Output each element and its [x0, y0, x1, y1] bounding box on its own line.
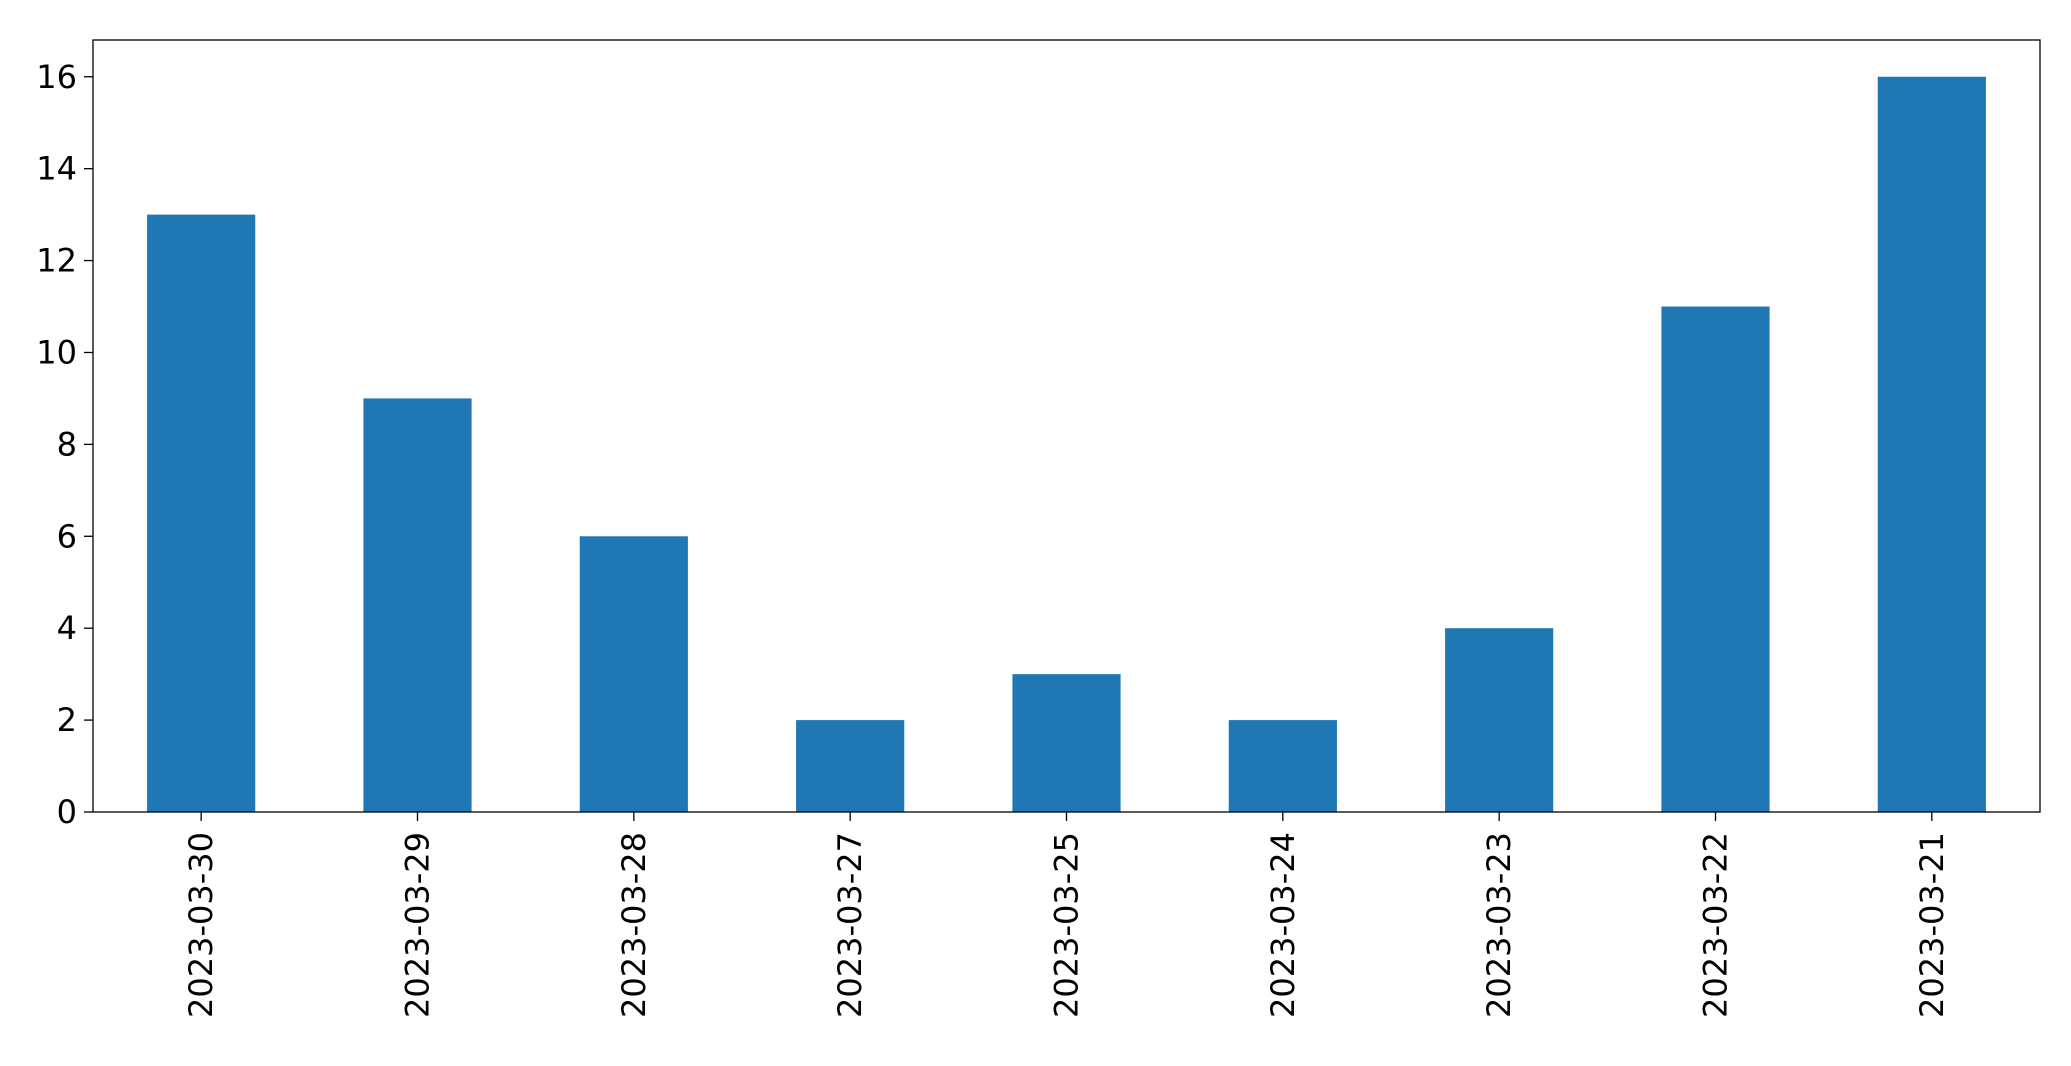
- x-tick-label: 2023-03-24: [1264, 832, 1302, 1018]
- bar-2023-03-21: [1877, 76, 1986, 812]
- bar-2023-03-22: [1661, 306, 1770, 812]
- y-tick-label: 0: [57, 793, 77, 831]
- bar-2023-03-25: [1012, 674, 1121, 812]
- x-tick-label: 2023-03-23: [1480, 832, 1518, 1018]
- x-tick-label: 2023-03-29: [399, 832, 437, 1018]
- x-tick-label: 2023-03-27: [831, 832, 869, 1018]
- plot-frame: [92, 39, 2041, 813]
- x-tick-label: 2023-03-25: [1048, 832, 1086, 1018]
- y-tick-label: 12: [36, 242, 77, 280]
- y-tick-label: 8: [57, 425, 77, 463]
- y-tick-label: 14: [36, 150, 77, 188]
- bar-2023-03-27: [796, 720, 905, 812]
- y-tick-label: 10: [36, 333, 77, 371]
- bar-2023-03-28: [579, 536, 688, 812]
- bar-2023-03-24: [1228, 720, 1337, 812]
- y-tick-label: 16: [36, 58, 77, 96]
- x-tick-label: 2023-03-28: [615, 832, 653, 1018]
- x-axis: 2023-03-30 2023-03-29 2023-03-28 2023-03-27…: [182, 812, 1951, 1018]
- y-tick-label: 2: [57, 701, 77, 739]
- bar-2023-03-30: [147, 214, 256, 813]
- x-tick-label: 2023-03-22: [1697, 832, 1735, 1018]
- x-tick-label: 2023-03-30: [182, 832, 220, 1018]
- y-axis: 0 2 4 6 8 10 12 14 16: [36, 58, 93, 831]
- x-tick-label: 2023-03-21: [1913, 832, 1951, 1018]
- bar-2023-03-29: [363, 398, 472, 812]
- y-tick-label: 4: [57, 609, 77, 647]
- bars-group: [147, 76, 1986, 813]
- y-tick-label: 6: [57, 517, 77, 555]
- bar-2023-03-23: [1445, 628, 1554, 812]
